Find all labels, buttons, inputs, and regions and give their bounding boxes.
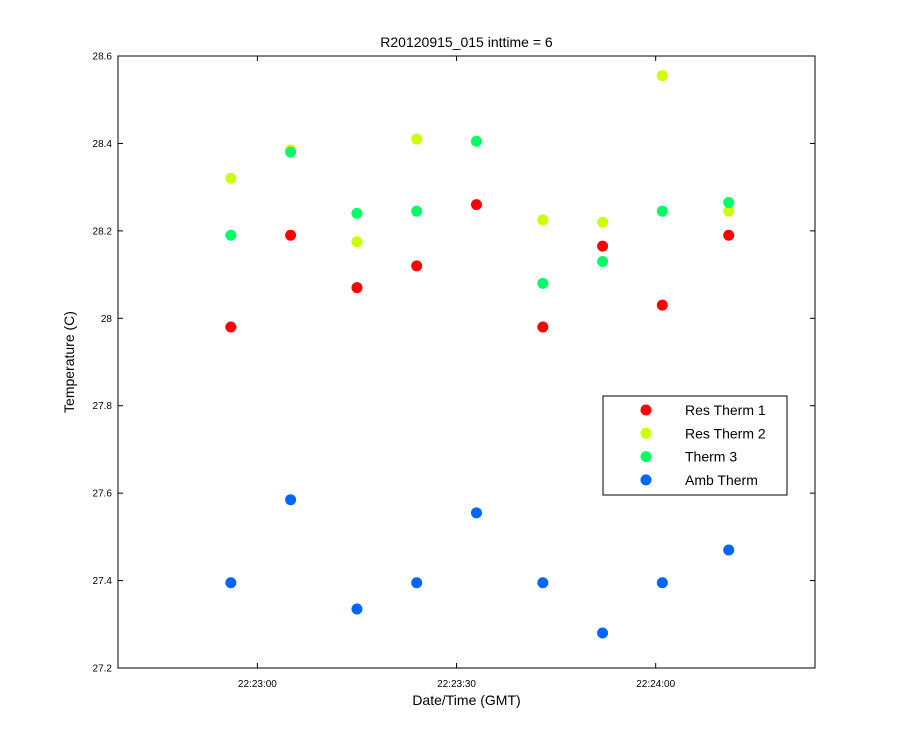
data-point-res-therm-1 bbox=[656, 299, 668, 311]
data-point-therm-3 bbox=[723, 196, 735, 208]
legend-box bbox=[602, 395, 788, 496]
data-point-amb-therm bbox=[597, 627, 609, 639]
y-tick-label: 28.2 bbox=[93, 226, 113, 237]
data-point-res-therm-1 bbox=[597, 240, 609, 252]
data-point-amb-therm bbox=[470, 507, 482, 519]
data-points bbox=[225, 70, 735, 639]
legend: Res Therm 1 Res Therm 2 Therm 3 Amb Therm bbox=[602, 395, 788, 496]
y-tick-label: 27.8 bbox=[93, 401, 113, 412]
x-axis-title: Date/Time (GMT) bbox=[412, 692, 520, 708]
data-point-therm-3 bbox=[225, 229, 237, 241]
legend-label: Therm 3 bbox=[685, 449, 737, 465]
legend-marker bbox=[640, 474, 652, 486]
data-point-res-therm-1 bbox=[723, 229, 735, 241]
data-point-therm-3 bbox=[351, 207, 363, 219]
data-point-res-therm-2 bbox=[597, 216, 609, 228]
y-tick-label: 27.6 bbox=[93, 489, 113, 500]
y-axis-title: Temperature (C) bbox=[61, 311, 77, 413]
data-point-amb-therm bbox=[537, 577, 549, 589]
data-point-amb-therm bbox=[411, 577, 423, 589]
y-tick-label: 27.2 bbox=[93, 664, 113, 675]
data-point-therm-3 bbox=[537, 277, 549, 289]
data-point-res-therm-1 bbox=[225, 321, 237, 333]
data-point-therm-3 bbox=[470, 135, 482, 147]
data-point-res-therm-2 bbox=[411, 133, 423, 145]
y-tick-label: 27.4 bbox=[93, 576, 113, 587]
chart-title: R20120915_015 inttime = 6 bbox=[380, 34, 553, 50]
data-point-res-therm-2 bbox=[537, 214, 549, 226]
legend-marker bbox=[640, 451, 652, 463]
data-point-amb-therm bbox=[351, 603, 363, 615]
data-point-therm-3 bbox=[597, 255, 609, 267]
legend-marker bbox=[640, 427, 652, 439]
data-point-therm-3 bbox=[411, 205, 423, 217]
axis-ticks: 27.2 27.4 27.6 27.8 28 28.2 28.4 28.6 22:23:00 22… bbox=[93, 52, 815, 690]
data-point-res-therm-2 bbox=[656, 70, 668, 82]
x-tick-label: 22:24:00 bbox=[636, 679, 675, 690]
data-point-therm-3 bbox=[656, 205, 668, 217]
x-tick-label: 22:23:00 bbox=[238, 679, 277, 690]
data-point-amb-therm bbox=[723, 544, 735, 556]
data-point-amb-therm bbox=[225, 577, 237, 589]
data-point-res-therm-1 bbox=[537, 321, 549, 333]
legend-items: Res Therm 1 Res Therm 2 Therm 3 Amb Therm bbox=[640, 402, 766, 488]
y-tick-label: 28.4 bbox=[93, 139, 113, 150]
data-point-amb-therm bbox=[285, 494, 297, 506]
legend-label: Amb Therm bbox=[685, 472, 758, 488]
x-tick-label: 22:23:30 bbox=[437, 679, 476, 690]
legend-label: Res Therm 1 bbox=[685, 402, 766, 418]
data-point-res-therm-1 bbox=[411, 260, 423, 272]
legend-label: Res Therm 2 bbox=[685, 425, 766, 441]
data-point-res-therm-1 bbox=[285, 229, 297, 241]
data-point-res-therm-2 bbox=[225, 172, 237, 184]
data-point-res-therm-1 bbox=[470, 199, 482, 211]
y-tick-label: 28 bbox=[101, 314, 113, 325]
y-tick-label: 28.6 bbox=[93, 52, 113, 63]
legend-marker bbox=[640, 404, 652, 416]
data-point-res-therm-2 bbox=[723, 205, 735, 217]
data-point-amb-therm bbox=[656, 577, 668, 589]
data-point-therm-3 bbox=[285, 146, 297, 158]
data-point-res-therm-2 bbox=[351, 236, 363, 248]
data-point-res-therm-1 bbox=[351, 282, 363, 294]
plot-area bbox=[117, 55, 816, 669]
